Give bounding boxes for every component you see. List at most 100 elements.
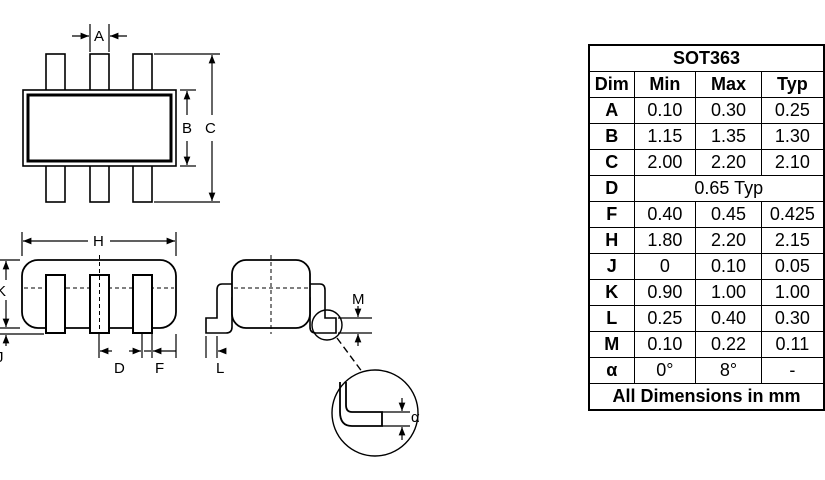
- front-view: [21, 255, 177, 334]
- header-max: Max: [695, 71, 762, 98]
- cell-typ: 1.00: [760, 279, 825, 306]
- dim-l: [205, 336, 227, 358]
- cell-max: 0.40: [695, 305, 762, 332]
- cell-dim: M: [588, 331, 635, 358]
- dimension-table: SOT363 Dim Min Max Typ A 0.10 0.30 0.25 …: [588, 44, 825, 411]
- cell-typ: 2.15: [760, 227, 825, 254]
- table-row: F 0.40 0.45 0.425: [588, 201, 825, 228]
- top-view: [22, 53, 177, 203]
- cell-min: 2.00: [633, 149, 697, 176]
- dim-label-d: D: [114, 360, 125, 377]
- dim-f: [144, 334, 177, 358]
- dim-k: [0, 259, 20, 329]
- cell-dim: F: [588, 201, 635, 228]
- dim-label-k: K: [0, 283, 6, 300]
- cell-dim: J: [588, 253, 635, 280]
- dim-label-h: H: [93, 233, 104, 250]
- dim-c: [154, 53, 220, 203]
- cell-dim: H: [588, 227, 635, 254]
- cell-dim: L: [588, 305, 635, 332]
- dim-label-j: J: [0, 349, 4, 366]
- table-row: L 0.25 0.40 0.30: [588, 305, 825, 332]
- cell-typ: 2.10: [760, 149, 825, 176]
- bottom-lead: [89, 163, 110, 203]
- detail-callout-circle: [311, 309, 343, 341]
- cell-min: 1.80: [633, 227, 697, 254]
- dim-d: [98, 334, 143, 358]
- bottom-lead: [45, 163, 66, 203]
- cell-max: 0.30: [695, 97, 762, 124]
- dim-h: [21, 232, 177, 256]
- table-row: K 0.90 1.00 1.00: [588, 279, 825, 306]
- table-row: α 0° 8° -: [588, 357, 825, 384]
- cell-min: 0.25: [633, 305, 697, 332]
- header-min: Min: [633, 71, 697, 98]
- dim-m: [338, 306, 372, 346]
- package-body-inner: [26, 93, 173, 163]
- top-lead: [45, 53, 66, 93]
- table-title-row: SOT363: [588, 44, 825, 72]
- detail-lead-outline: [339, 382, 383, 427]
- cell-typ: 0.25: [760, 97, 825, 124]
- cell-min: 0.10: [633, 331, 697, 358]
- detail-view: [331, 369, 419, 457]
- cell-dim: D: [588, 175, 635, 202]
- dim-a: [72, 24, 127, 52]
- detail-leader: [336, 337, 364, 374]
- detail-circle: [331, 369, 419, 457]
- dim-label-f: F: [155, 360, 164, 377]
- table-row: A 0.10 0.30 0.25: [588, 97, 825, 124]
- dim-b: [180, 89, 196, 167]
- cell-dim: K: [588, 279, 635, 306]
- cell-max: 0.10: [695, 253, 762, 280]
- cell-typ: 0.30: [760, 305, 825, 332]
- table-row: B 1.15 1.35 1.30: [588, 123, 825, 150]
- cell-dim: C: [588, 149, 635, 176]
- header-typ: Typ: [760, 71, 825, 98]
- table-footer-row: All Dimensions in mm: [588, 383, 825, 411]
- front-lead: [132, 274, 153, 334]
- dim-label-b: B: [182, 120, 192, 137]
- cell-max: 0.45: [695, 201, 762, 228]
- dim-label-m: M: [352, 291, 365, 308]
- cell-min: 0.90: [633, 279, 697, 306]
- cell-dim: B: [588, 123, 635, 150]
- front-lead: [45, 274, 66, 334]
- dim-label-alpha: α: [411, 409, 420, 426]
- cell-typ: 0.11: [760, 331, 825, 358]
- cell-typ: 1.30: [760, 123, 825, 150]
- cell-typ: -: [760, 357, 825, 384]
- cell-typ: 0.05: [760, 253, 825, 280]
- side-view: [205, 255, 337, 334]
- table-header-row: Dim Min Max Typ: [588, 71, 825, 98]
- dim-label-l: L: [216, 360, 224, 377]
- cell-min: 0.10: [633, 97, 697, 124]
- header-dim: Dim: [588, 71, 635, 98]
- side-lead-right: [302, 283, 337, 334]
- cell-max: 1.35: [695, 123, 762, 150]
- dim-j: [0, 333, 44, 346]
- table-row: J 0 0.10 0.05: [588, 253, 825, 280]
- top-lead: [132, 53, 153, 93]
- dim-label-c: C: [205, 120, 216, 137]
- cell-min: 1.15: [633, 123, 697, 150]
- cell-min: 0.40: [633, 201, 697, 228]
- cell-min: 0°: [633, 357, 697, 384]
- table-row: M 0.10 0.22 0.11: [588, 331, 825, 358]
- side-lead-left: [205, 283, 239, 334]
- top-lead: [89, 53, 110, 93]
- dim-label-a: A: [94, 28, 104, 45]
- cell-max: 1.00: [695, 279, 762, 306]
- cell-span: 0.65 Typ: [633, 175, 825, 202]
- cell-max: 2.20: [695, 227, 762, 254]
- table-footer: All Dimensions in mm: [588, 383, 825, 411]
- bottom-lead: [132, 163, 153, 203]
- cell-dim: α: [588, 357, 635, 384]
- cell-max: 2.20: [695, 149, 762, 176]
- table-row: D 0.65 Typ: [588, 175, 825, 202]
- table-row: H 1.80 2.20 2.15: [588, 227, 825, 254]
- table-title: SOT363: [588, 44, 825, 72]
- cell-max: 8°: [695, 357, 762, 384]
- cell-min: 0: [633, 253, 697, 280]
